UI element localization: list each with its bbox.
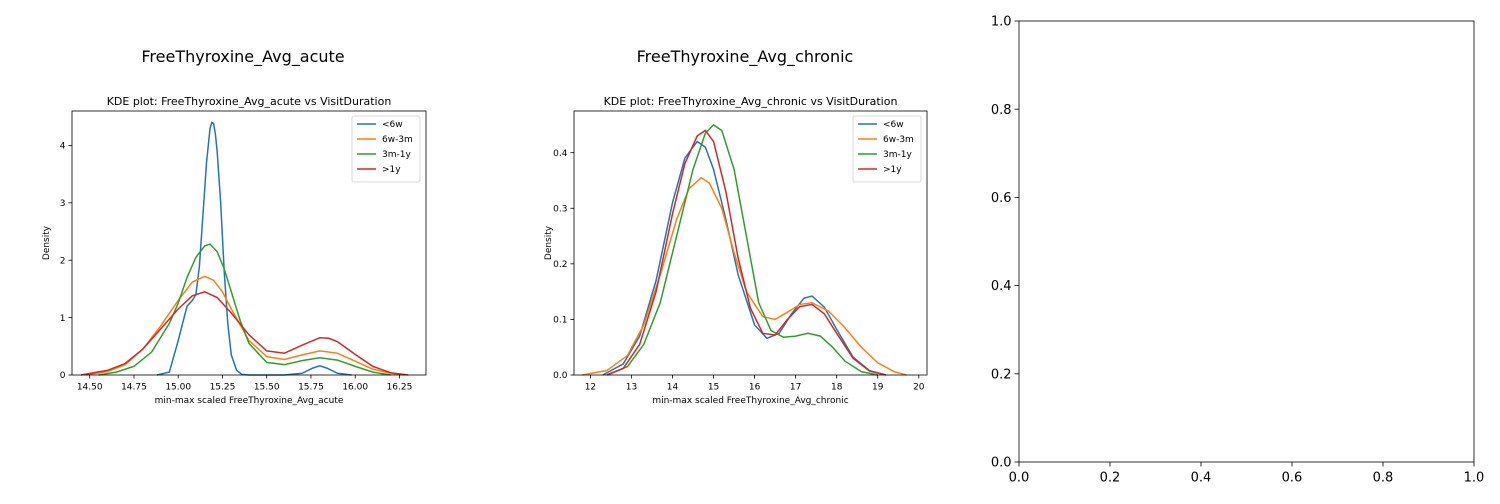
x-tick-label: 16 bbox=[749, 383, 761, 393]
x-tick-label: 0.0 bbox=[1009, 471, 1030, 486]
x-tick-label: 13 bbox=[626, 383, 637, 393]
y-tick-label: 0.4 bbox=[991, 279, 1012, 294]
legend: <6w 6w-3m 3m-1y >1y bbox=[852, 115, 922, 183]
legend-label-1y: >1y bbox=[382, 165, 401, 175]
y-tick-label: 3 bbox=[60, 199, 66, 209]
legend-box bbox=[351, 115, 421, 183]
x-tick-label: 15.75 bbox=[298, 383, 324, 393]
x-tick-label: 14 bbox=[667, 383, 679, 393]
x-tick-label: 17 bbox=[790, 383, 801, 393]
legend-label-6w3m: 6w-3m bbox=[883, 135, 914, 145]
kde-line-1y bbox=[606, 129, 887, 376]
legend: <6w 6w-3m 3m-1y >1y bbox=[351, 115, 421, 183]
x-tick-label: 15.25 bbox=[210, 383, 236, 393]
x-tick-label: 19 bbox=[872, 383, 884, 393]
legend-label-6w: <6w bbox=[382, 120, 403, 130]
x-tick-label: 15 bbox=[708, 383, 719, 393]
kde-chart-acute: 14.50 14.75 15.00 15.25 15.50 15.75 16.00 16.25… bbox=[42, 95, 427, 406]
chart-title: KDE plot: FreeThyroxine_Avg_chronic vs V… bbox=[604, 95, 898, 108]
y-axis-label: Density bbox=[544, 225, 554, 260]
x-axis-label: min-max scaled FreeThyroxine_Avg_acute bbox=[155, 396, 344, 406]
panel-1-title: FreeThyroxine_Avg_acute bbox=[141, 47, 344, 67]
x-tick-label: 15.00 bbox=[165, 383, 191, 393]
x-tick-label: 16.00 bbox=[342, 383, 368, 393]
x-tick-label: 18 bbox=[831, 383, 843, 393]
kde-line-3m1y bbox=[98, 243, 391, 376]
kde-line-6w3m bbox=[582, 176, 907, 376]
y-tick-label: 0.1 bbox=[553, 316, 567, 326]
x-tick-label: 12 bbox=[585, 383, 596, 393]
x-tick-label: 0.8 bbox=[1373, 471, 1394, 486]
y-tick-label: 0.4 bbox=[553, 149, 568, 159]
x-tick-label: 16.25 bbox=[387, 383, 413, 393]
kde-line-6w bbox=[156, 121, 352, 376]
legend-label-6w3m: 6w-3m bbox=[382, 135, 413, 145]
y-tick-label: 0.3 bbox=[553, 204, 567, 214]
y-tick-label: 0.6 bbox=[991, 191, 1012, 206]
y-tick-label: 1.0 bbox=[991, 15, 1012, 30]
x-tick-label: 0.4 bbox=[1191, 471, 1212, 486]
panel-2-title: FreeThyroxine_Avg_chronic bbox=[637, 47, 854, 67]
x-axis-label: min-max scaled FreeThyroxine_Avg_chronic bbox=[652, 396, 848, 406]
x-tick-label: 14.50 bbox=[77, 383, 103, 393]
x-tick-label: 0.2 bbox=[1100, 471, 1121, 486]
y-tick-label: 0.0 bbox=[991, 456, 1012, 471]
empty-axes: 0.0 0.2 0.4 0.6 0.8 1.0 0.0 0.2 0.4 0.6 0.8 1.0 bbox=[991, 15, 1485, 486]
kde-line-1y bbox=[80, 290, 409, 376]
x-tick-label: 20 bbox=[913, 383, 925, 393]
legend-label-6w: <6w bbox=[883, 120, 904, 130]
y-tick-label: 2 bbox=[60, 256, 66, 266]
x-tick-label: 14.75 bbox=[121, 383, 147, 393]
y-tick-label: 0.8 bbox=[991, 103, 1012, 118]
plot-frame bbox=[1018, 20, 1475, 463]
plot-frame bbox=[573, 110, 928, 376]
y-tick-label: 0.0 bbox=[553, 371, 568, 381]
x-tick-label: 0.6 bbox=[1282, 471, 1303, 486]
kde-line-6w3m bbox=[86, 275, 405, 376]
kde-line-3m1y bbox=[606, 123, 878, 376]
y-tick-label: 0.2 bbox=[553, 260, 567, 270]
legend-label-1y: >1y bbox=[883, 165, 902, 175]
y-tick-label: 0 bbox=[60, 371, 66, 381]
kde-line-6w bbox=[602, 140, 887, 376]
x-tick-label: 15.50 bbox=[254, 383, 280, 393]
y-tick-label: 4 bbox=[60, 142, 66, 152]
plot-frame bbox=[71, 110, 427, 376]
legend-box bbox=[852, 115, 922, 183]
chart-title: KDE plot: FreeThyroxine_Avg_acute vs Vis… bbox=[107, 95, 392, 108]
kde-chart-chronic: 12 13 14 15 16 17 18 19 20 0.0 0.1 0.2 0.3 0.4 KDE plo… bbox=[544, 95, 928, 406]
legend-label-3m1y: 3m-1y bbox=[883, 150, 912, 160]
y-tick-label: 0.2 bbox=[991, 367, 1012, 382]
legend-label-3m1y: 3m-1y bbox=[382, 150, 411, 160]
y-axis-label: Density bbox=[42, 225, 52, 260]
y-tick-label: 1 bbox=[60, 314, 66, 324]
x-tick-label: 1.0 bbox=[1464, 471, 1485, 486]
